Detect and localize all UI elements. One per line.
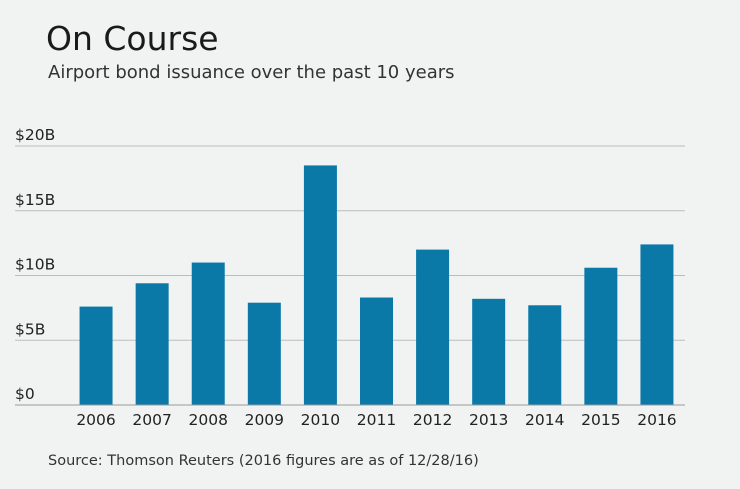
chart-subtitle: Airport bond issuance over the past 10 y… xyxy=(48,62,455,83)
y-tick-label: $10B xyxy=(15,256,55,274)
bar-2007 xyxy=(135,283,169,405)
y-axis-tick-labels: $0 $5B $10B $15B $20B xyxy=(15,126,55,403)
y-tick-label: $20B xyxy=(15,126,55,144)
bar-2010 xyxy=(303,165,337,405)
y-tick-label: $5B xyxy=(15,320,45,338)
bar-2011 xyxy=(360,297,393,405)
bar-2014 xyxy=(528,305,562,405)
bars xyxy=(79,165,674,405)
x-tick-label: 2010 xyxy=(301,411,340,429)
x-tick-label: 2007 xyxy=(132,411,171,429)
x-tick-label: 2012 xyxy=(413,411,452,429)
bar-2006 xyxy=(79,306,113,405)
x-tick-label: 2013 xyxy=(469,411,508,429)
x-tick-label: 2009 xyxy=(245,411,284,429)
x-tick-label: 2014 xyxy=(525,411,564,429)
x-tick-label: 2016 xyxy=(637,411,676,429)
bar-2016 xyxy=(640,244,674,405)
x-tick-label: 2006 xyxy=(76,411,115,429)
y-tick-label: $15B xyxy=(15,191,55,209)
bar-2012 xyxy=(416,249,450,405)
x-tick-label: 2011 xyxy=(357,411,396,429)
grid-lines xyxy=(15,145,685,341)
x-axis-tick-labels: 2006 2007 2008 2009 2010 2011 2012 2013 2014 2015… xyxy=(76,411,676,429)
bar-2013 xyxy=(472,298,506,405)
chart-title: On Course xyxy=(46,19,219,58)
x-tick-label: 2015 xyxy=(581,411,620,429)
bar-2015 xyxy=(584,267,618,405)
bar-2009 xyxy=(247,302,281,405)
x-tick-label: 2008 xyxy=(189,411,228,429)
chart-source-note: Source: Thomson Reuters (2016 figures ar… xyxy=(48,453,479,469)
y-tick-label: $0 xyxy=(15,385,35,403)
bar-2008 xyxy=(191,262,225,405)
